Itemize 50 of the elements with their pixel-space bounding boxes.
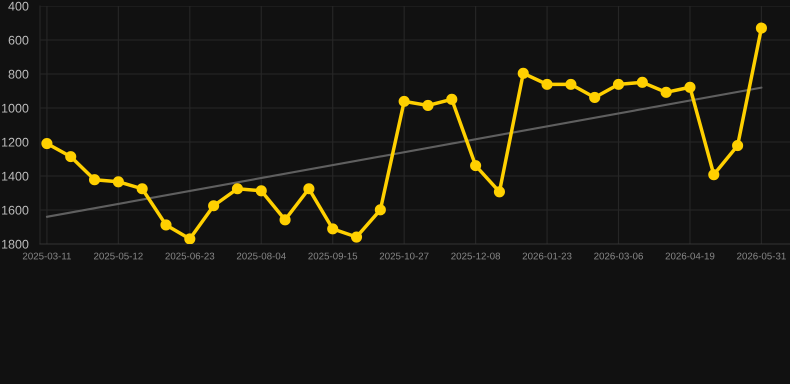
x-tick-label: 2026-04-19 [666, 252, 714, 260]
point [589, 92, 600, 104]
point [184, 233, 196, 244]
point [470, 160, 482, 172]
point [350, 231, 362, 243]
x-tick-label: 2025-09-15 [308, 252, 358, 260]
point [65, 151, 76, 162]
x-tick-label: 2026-05-31 [737, 252, 786, 260]
y-tick-label: 600 [8, 36, 28, 45]
point [136, 183, 148, 194]
point [41, 138, 52, 150]
point [232, 183, 243, 194]
x-tick-label: 2026-01-23 [522, 252, 572, 260]
x-tick-label: 2026-03-06 [594, 252, 643, 260]
point [160, 219, 172, 231]
point [256, 185, 267, 196]
point [112, 176, 124, 188]
point [636, 76, 648, 88]
point [732, 140, 744, 152]
point [303, 183, 314, 194]
point [494, 186, 505, 198]
x-tick-label: 2025-05-12 [94, 252, 143, 260]
y-tick-label: 400 [8, 2, 28, 11]
point [280, 214, 291, 226]
point [756, 22, 767, 34]
y-tick-label: 1800 [2, 240, 28, 249]
x-tick-label: 2025-06-23 [165, 252, 214, 260]
point [398, 96, 410, 107]
point [565, 78, 576, 90]
point [327, 223, 338, 234]
y-tick-label: 1400 [2, 172, 28, 181]
point [422, 100, 434, 112]
point [708, 169, 720, 180]
point [446, 94, 458, 105]
x-tick-label: 2025-03-11 [22, 252, 71, 260]
point [542, 78, 553, 90]
x-tick-label: 2025-08-04 [236, 252, 286, 260]
point [660, 86, 672, 98]
y-tick-label: 1200 [2, 138, 28, 147]
point [374, 204, 386, 216]
point [88, 174, 100, 186]
point [208, 200, 220, 212]
y-tick-label: 1000 [2, 104, 28, 113]
point [518, 68, 529, 79]
y-tick-label: 1600 [2, 206, 28, 215]
x-tick-label: 2025-12-08 [451, 252, 500, 260]
y-tick-label: 800 [8, 70, 28, 79]
point [684, 82, 696, 93]
x-tick-label: 2025-10-27 [380, 252, 429, 260]
point [612, 78, 624, 90]
